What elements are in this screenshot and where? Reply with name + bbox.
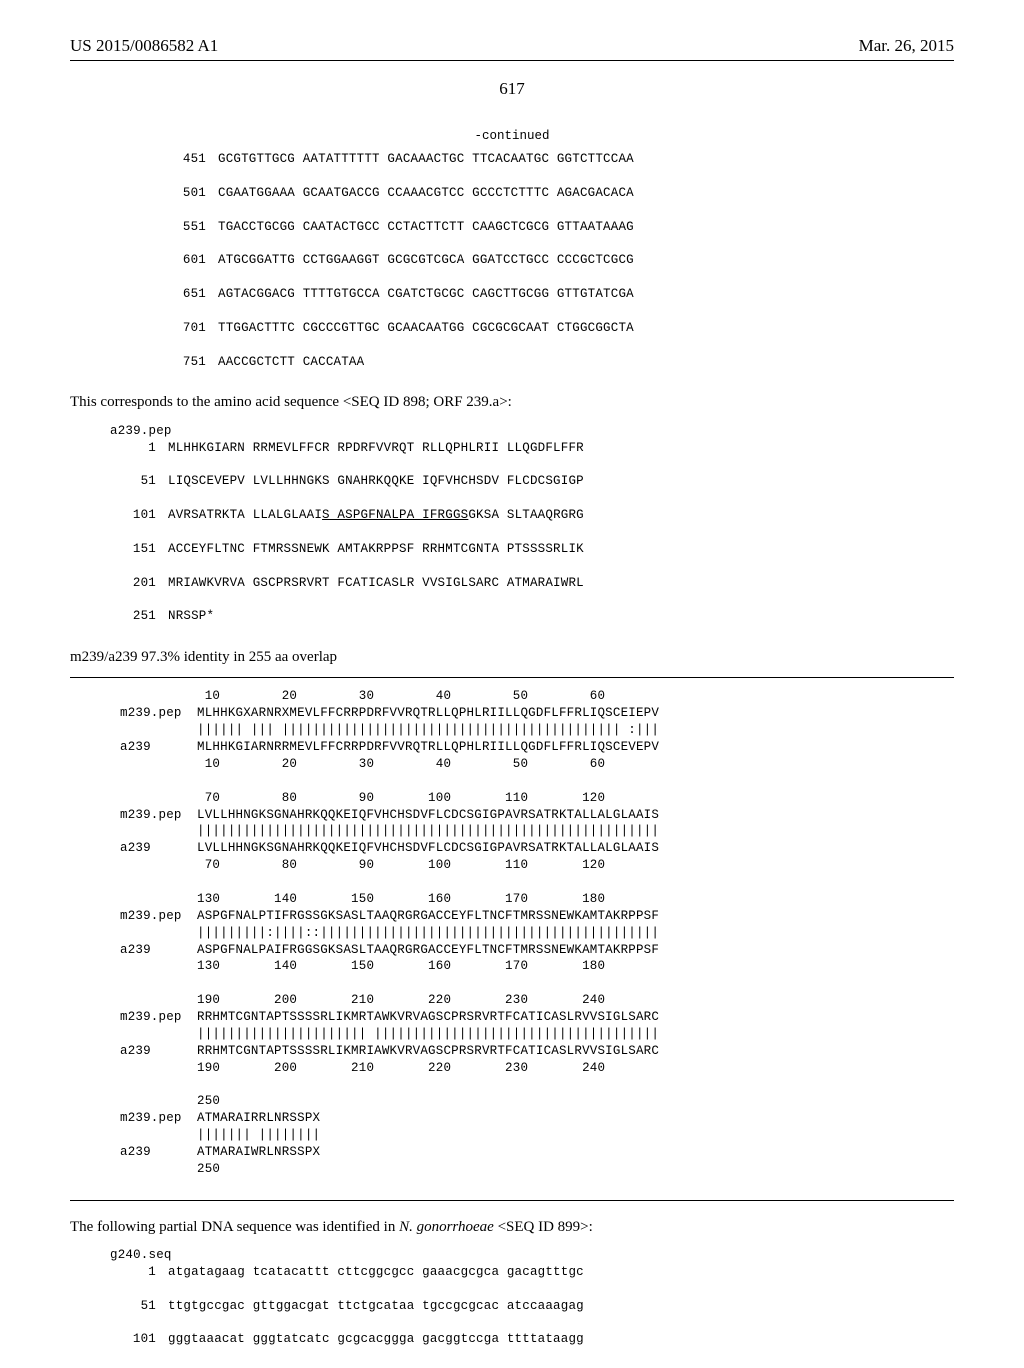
dna-row: 551TGACCTGCGG CAATACTGCC CCTACTTCTT CAAG… [160, 219, 954, 236]
dna-row: 1atgatagaag tcatacattt cttcggcgcc gaaacg… [110, 1264, 954, 1281]
align-ruler: 70 80 90 100 110 120 [120, 857, 954, 874]
pep-row: 1MLHHKGIARN RRMEVLFFCR RPDRFVVRQT RLLQPH… [110, 440, 954, 457]
align-subject: a239 ATMARAIWRLNRSSPX [120, 1144, 954, 1161]
alignment-block: 10 20 30 40 50 60 m239.pep MLHHKGXARNRXM… [120, 688, 954, 1177]
align-ruler: 10 20 30 40 50 60 [120, 756, 954, 773]
header-date: Mar. 26, 2015 [859, 36, 954, 56]
dna-row: 751AACCGCTCTT CACCATAA [160, 354, 954, 371]
align-match: ||||||||||||||||||||||||||||||||||||||||… [120, 823, 954, 840]
dna-row: 701TTGGACTTTC CGCCCGTTGC GCAACAATGG CGCG… [160, 320, 954, 337]
align-query: m239.pep ASPGFNALPTIFRGSSGKSASLTAAQRGRGA… [120, 908, 954, 925]
align-ruler: 10 20 30 40 50 60 [120, 688, 954, 705]
align-subject: a239 MLHHKGIARNRRMEVLFFCRRPDRFVVRQTRLLQP… [120, 739, 954, 756]
align-query: m239.pep LVLLHHNGKSGNAHRKQQKEIQFVHCHSDVF… [120, 807, 954, 824]
align-match: ||||||| |||||||| [120, 1127, 954, 1144]
align-ruler: 250 [120, 1161, 954, 1178]
align-query: m239.pep RRHMTCGNTAPTSSSSRLIKMRTAWKVRVAG… [120, 1009, 954, 1026]
dna-row: 451GCGTGTTGCG AATATTTTTT GACAAACTGC TTCA… [160, 151, 954, 168]
align-ruler: 190 200 210 220 230 240 [120, 1060, 954, 1077]
pep-row: 201MRIAWKVRVA GSCPRSRVRT FCATICASLR VVSI… [110, 575, 954, 592]
paragraph-seq-id-898: This corresponds to the amino acid seque… [70, 392, 954, 412]
align-ruler: 130 140 150 160 170 180 [120, 891, 954, 908]
align-subject: a239 ASPGFNALPAIFRGGSGKSASLTAAQRGRGACCEY… [120, 942, 954, 959]
g240-block: g240.seq 1atgatagaag tcatacattt cttcggcg… [110, 1247, 954, 1348]
alignment-rule-top [70, 677, 954, 678]
align-query: m239.pep MLHHKGXARNRXMEVLFFCRRPDRFVVRQTR… [120, 705, 954, 722]
align-subject: a239 LVLLHHNGKSGNAHRKQQKEIQFVHCHSDVFLCDC… [120, 840, 954, 857]
align-ruler: 250 [120, 1093, 954, 1110]
dna-row: 651AGTACGGACG TTTTGTGCCA CGATCTGCGC CAGC… [160, 286, 954, 303]
dna-row: 51ttgtgccgac gttggacgat ttctgcataa tgccg… [110, 1298, 954, 1315]
header-rule [70, 60, 954, 61]
dna-row: 101gggtaaacat gggtatcatc gcgcacggga gacg… [110, 1331, 954, 1348]
align-match: |||||| ||| |||||||||||||||||||||||||||||… [120, 722, 954, 739]
align-ruler: 130 140 150 160 170 180 [120, 958, 954, 975]
paragraph-seq-id-899: The following partial DNA sequence was i… [70, 1217, 954, 1237]
dna-row: 601ATGCGGATTG CCTGGAAGGT GCGCGTCGCA GGAT… [160, 252, 954, 269]
alignment-title: m239/a239 97.3% identity in 255 aa overl… [70, 647, 954, 667]
alignment-rule-bottom [70, 1200, 954, 1201]
g240-header-label: g240.seq [110, 1247, 954, 1264]
dna-row: 501CGAATGGAAA GCAATGACCG CCAAACGTCC GCCC… [160, 185, 954, 202]
align-subject: a239 RRHMTCGNTAPTSSSSRLIKMRIAWKVRVAGSCPR… [120, 1043, 954, 1060]
align-query: m239.pep ATMARAIRRLNRSSPX [120, 1110, 954, 1127]
pep-row: 251NRSSP* [110, 608, 954, 625]
continued-label: -continued [70, 129, 954, 143]
pep-row: 101AVRSATRKTA LLALGLAAIS ASPGFNALPA IFRG… [110, 507, 954, 524]
header-publication-number: US 2015/0086582 A1 [70, 36, 218, 56]
align-match: |||||||||||||||||||||| |||||||||||||||||… [120, 1026, 954, 1043]
align-ruler: 70 80 90 100 110 120 [120, 790, 954, 807]
pep-block: a239.pep 1MLHHKGIARN RRMEVLFFCR RPDRFVVR… [110, 423, 954, 626]
pep-header-label: a239.pep [110, 423, 954, 440]
pep-row: 151ACCEYFLTNC FTMRSSNEWK AMTAKRPPSF RRHM… [110, 541, 954, 558]
dna-block-1: 451GCGTGTTGCG AATATTTTTT GACAAACTGC TTCA… [160, 151, 954, 370]
align-ruler: 190 200 210 220 230 240 [120, 992, 954, 1009]
pep-row: 51LIQSCEVEPV LVLLHHNGKS GNAHRKQQKE IQFVH… [110, 473, 954, 490]
page-number: 617 [70, 79, 954, 99]
align-match: |||||||||:||||::||||||||||||||||||||||||… [120, 925, 954, 942]
